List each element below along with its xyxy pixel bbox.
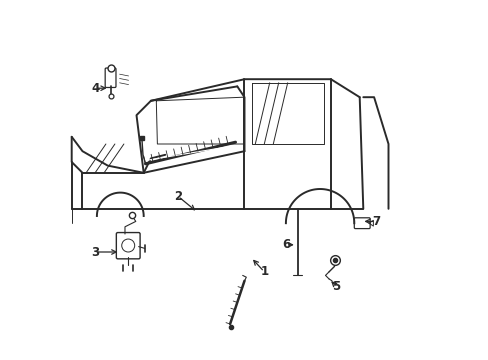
Text: 7: 7 — [371, 215, 379, 228]
Text: 2: 2 — [173, 190, 182, 203]
Text: 6: 6 — [281, 238, 289, 251]
Text: 4: 4 — [91, 82, 99, 95]
Text: 3: 3 — [91, 246, 99, 258]
FancyBboxPatch shape — [116, 233, 140, 259]
FancyBboxPatch shape — [354, 218, 369, 229]
FancyBboxPatch shape — [105, 68, 116, 87]
Text: 5: 5 — [331, 280, 340, 293]
Text: 1: 1 — [260, 265, 268, 278]
